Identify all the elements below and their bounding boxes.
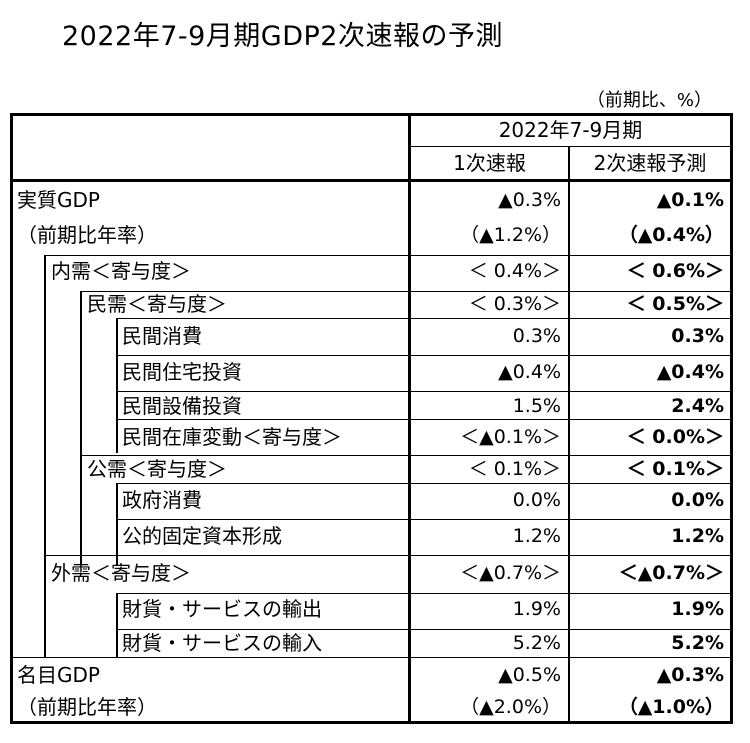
second-forecast-value: ＜ 0.6%＞	[626, 260, 724, 282]
second-forecast-value: 0.3%	[671, 325, 724, 347]
table-border-bottom	[10, 721, 733, 724]
row-divider	[116, 318, 733, 319]
first-estimate-value: ▲0.5%	[498, 664, 561, 686]
first-estimate-value: ▲0.3%	[498, 189, 561, 211]
row-divider	[44, 555, 733, 556]
row-divider	[116, 419, 733, 420]
first-estimate-value: ▲0.4%	[498, 361, 561, 383]
row-label: 財貨・サービスの輸出	[122, 597, 322, 621]
first-estimate-value: ＜ 0.4%＞	[468, 260, 561, 282]
header-period: 2022年7-9月期	[498, 118, 643, 142]
second-forecast-value: 5.2%	[671, 632, 724, 654]
row-label: 民間在庫変動＜寄与度＞	[122, 425, 342, 449]
second-forecast-value: 1.9%	[671, 598, 724, 620]
header-subdivider	[408, 146, 733, 147]
first-estimate-value: （▲2.0%）	[460, 696, 561, 718]
table-border-right	[730, 113, 733, 724]
indent-line-external-items	[116, 593, 118, 657]
row-label: 内需＜寄与度＞	[51, 259, 191, 283]
row-divider	[116, 355, 733, 356]
first-estimate-value: ＜▲0.7%＞	[460, 562, 561, 584]
row-label: 公的固定資本形成	[122, 524, 282, 548]
unit-note: （前期比、%）	[586, 90, 712, 111]
row-label: 民間設備投資	[122, 394, 242, 418]
row-divider	[116, 629, 733, 630]
second-forecast-value: ▲0.3%	[656, 664, 724, 686]
row-label: （前期比年率）	[17, 223, 157, 247]
first-estimate-value: 1.9%	[512, 598, 561, 620]
row-label: 民間消費	[122, 324, 202, 348]
second-forecast-value: ＜ 0.0%＞	[626, 426, 724, 448]
gdp-forecast-table: 2022年7-9月期 1次速報 2次速報予測 実質GDP （前期比年率） 内需＜…	[10, 113, 733, 724]
row-label: 公需＜寄与度＞	[87, 457, 227, 481]
row-label: 財貨・サービスの輸入	[122, 631, 322, 655]
row-label: 外需＜寄与度＞	[51, 561, 191, 585]
second-forecast-value: ＜ 0.5%＞	[626, 293, 724, 315]
second-forecast-value: 1.2%	[671, 525, 724, 547]
label-column-divider	[408, 113, 411, 724]
row-divider	[116, 483, 733, 484]
row-divider	[116, 519, 733, 520]
row-divider	[116, 593, 733, 594]
row-label: 名目GDP	[17, 663, 100, 687]
second-forecast-value: （▲1.0%）	[618, 696, 724, 718]
first-estimate-value: 1.2%	[512, 525, 561, 547]
first-estimate-value: （▲1.2%）	[460, 224, 561, 246]
table-border-left	[10, 113, 13, 724]
table-border-top	[10, 113, 733, 116]
row-divider	[44, 255, 733, 256]
first-estimate-value: 1.5%	[512, 395, 561, 417]
first-estimate-value: ＜ 0.1%＞	[468, 458, 561, 480]
first-estimate-value: 5.2%	[512, 632, 561, 654]
indent-line-domestic	[44, 255, 46, 657]
header-divider	[10, 179, 733, 182]
row-divider	[10, 657, 733, 658]
indent-line-private	[80, 291, 82, 565]
second-forecast-value: ＜ 0.1%＞	[626, 458, 724, 480]
first-estimate-value: ＜ 0.3%＞	[468, 293, 561, 315]
row-divider	[80, 455, 733, 456]
second-forecast-value: 2.4%	[671, 395, 724, 417]
first-estimate-value: ＜▲0.1%＞	[460, 426, 561, 448]
header-second-forecast: 2次速報予測	[593, 151, 707, 175]
header-first-estimate: 1次速報	[453, 151, 526, 175]
second-forecast-value: ▲0.4%	[656, 361, 724, 383]
second-forecast-value: ▲0.1%	[656, 189, 724, 211]
second-forecast-value: ＜▲0.7%＞	[618, 562, 724, 584]
indent-line-public-items	[116, 483, 118, 565]
value-column-divider	[568, 146, 570, 724]
indent-line-private-items	[116, 318, 118, 453]
second-forecast-value: 0.0%	[671, 489, 724, 511]
page-title: 2022年7-9月期GDP2次速報の予測	[62, 21, 503, 52]
row-label: 政府消費	[122, 488, 202, 512]
second-forecast-value: （▲0.4%）	[618, 224, 724, 246]
first-estimate-value: 0.0%	[512, 489, 561, 511]
row-divider	[80, 291, 733, 292]
row-label: （前期比年率）	[17, 695, 157, 719]
first-estimate-value: 0.3%	[512, 325, 561, 347]
row-label: 民間住宅投資	[122, 360, 242, 384]
row-label: 実質GDP	[17, 188, 100, 212]
row-divider	[116, 391, 733, 392]
row-label: 民需＜寄与度＞	[87, 292, 227, 316]
